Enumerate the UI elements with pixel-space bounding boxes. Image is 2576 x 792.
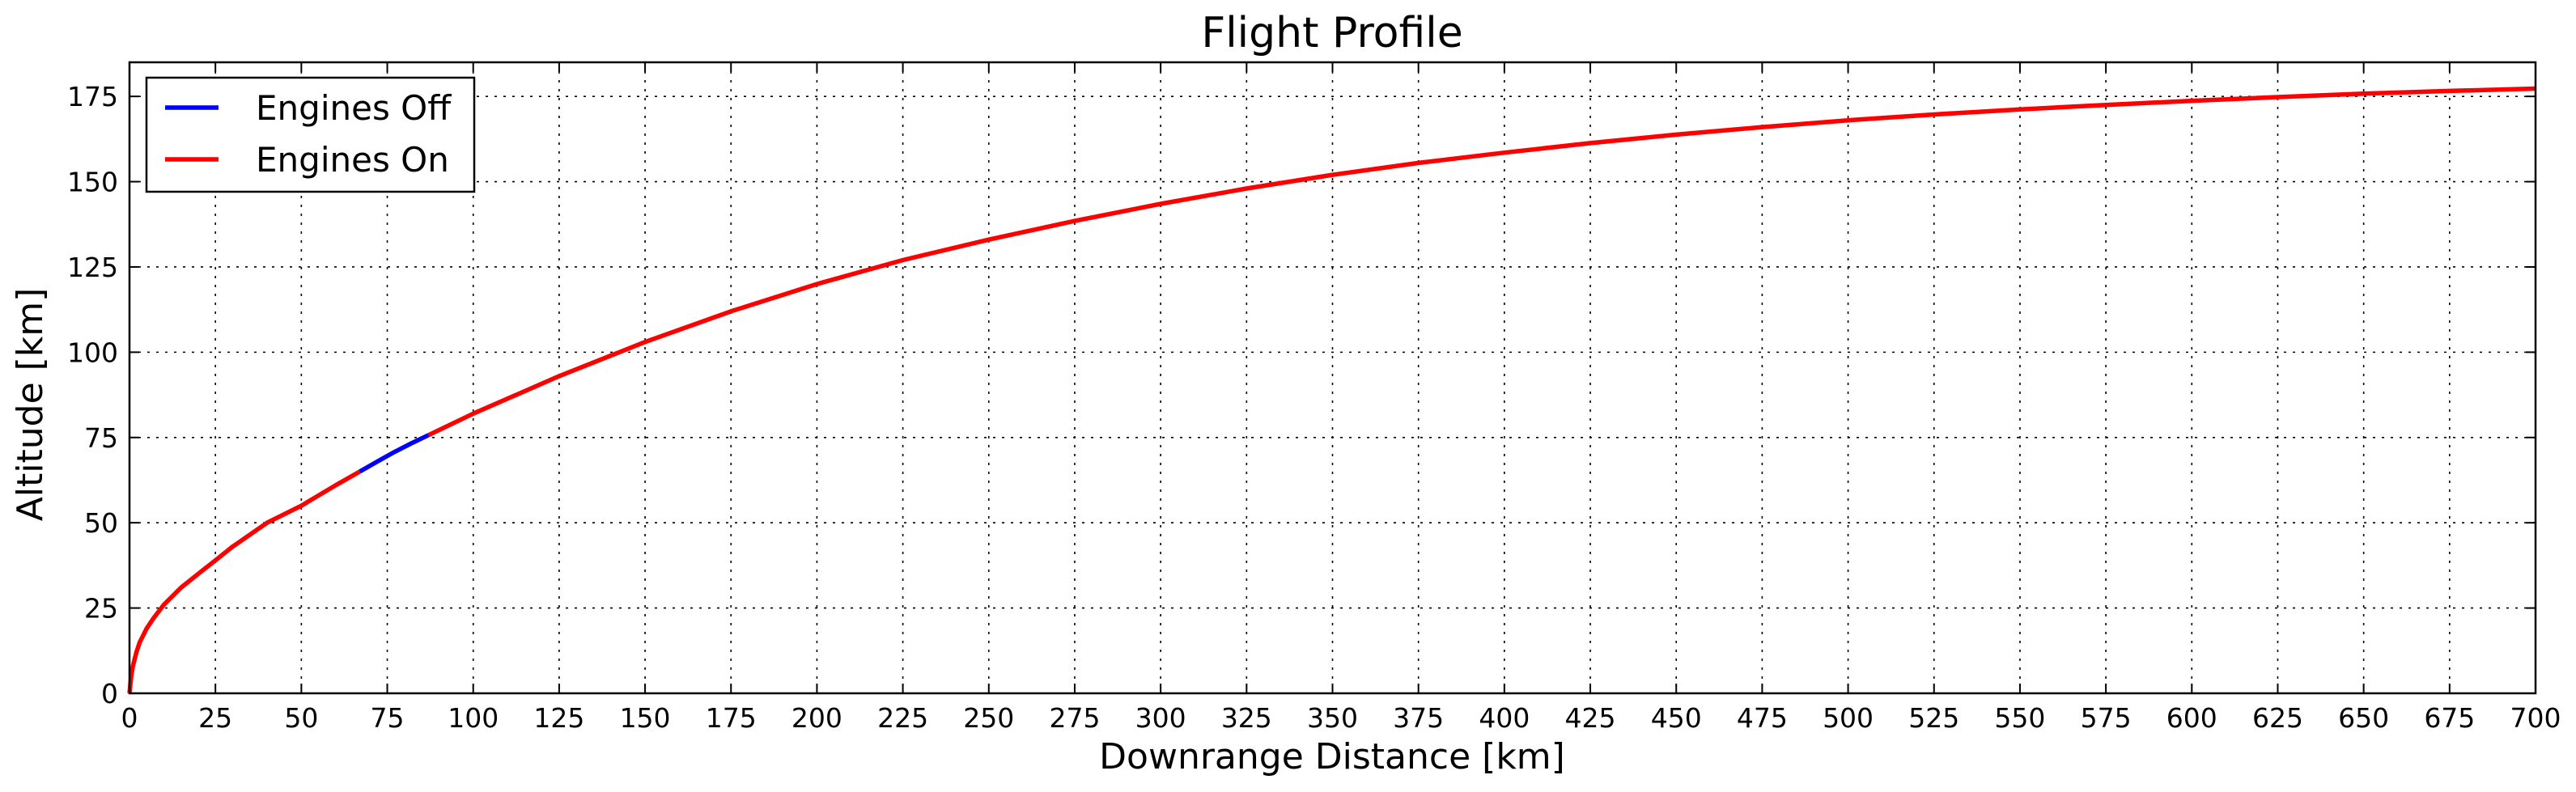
x-tick-label: 150 bbox=[620, 702, 671, 734]
y-tick-label: 75 bbox=[84, 422, 118, 454]
series-line-engines-off bbox=[359, 433, 430, 474]
x-tick-label: 175 bbox=[706, 702, 757, 734]
x-tick-label: 425 bbox=[1565, 702, 1616, 734]
x-tick-label: 0 bbox=[121, 702, 138, 734]
x-axis-tick-labels: 0 25 50 75 100 125 150 175 200 225 250 275 300 325 350… bbox=[121, 702, 2561, 734]
legend: Engines Off Engines On bbox=[145, 76, 476, 193]
x-tick-label: 100 bbox=[448, 702, 499, 734]
x-tick-label: 400 bbox=[1479, 702, 1530, 734]
x-tick-label: 575 bbox=[2081, 702, 2132, 734]
x-tick-label: 50 bbox=[284, 702, 318, 734]
legend-box bbox=[145, 76, 476, 193]
y-tick-label: 150 bbox=[67, 167, 118, 198]
x-tick-label: 375 bbox=[1393, 702, 1444, 734]
x-tick-label: 325 bbox=[1221, 702, 1272, 734]
y-tick-label: 100 bbox=[67, 337, 118, 368]
x-tick-label: 75 bbox=[371, 702, 405, 734]
x-tick-label: 500 bbox=[1823, 702, 1874, 734]
x-tick-label: 275 bbox=[1049, 702, 1100, 734]
series-lines bbox=[127, 86, 2536, 694]
x-tick-label: 350 bbox=[1307, 702, 1358, 734]
x-tick-label: 625 bbox=[2252, 702, 2303, 734]
grid-lines bbox=[129, 62, 2536, 694]
legend-label-engines-off: Engines Off bbox=[256, 88, 452, 128]
axis-ticks bbox=[129, 62, 2536, 694]
x-tick-label: 700 bbox=[2510, 702, 2561, 734]
x-tick-label: 450 bbox=[1651, 702, 1702, 734]
series-line-engines-on bbox=[427, 86, 2536, 438]
x-tick-label: 550 bbox=[1994, 702, 2045, 734]
x-tick-label: 525 bbox=[1908, 702, 1959, 734]
x-tick-label: 675 bbox=[2424, 702, 2475, 734]
x-tick-label: 600 bbox=[2166, 702, 2217, 734]
y-tick-label: 0 bbox=[101, 678, 118, 709]
y-axis-tick-labels: 0 25 50 75 100 125 150 175 bbox=[67, 81, 118, 709]
x-axis-label: Downrange Distance [km] bbox=[1099, 736, 1565, 777]
x-tick-label: 300 bbox=[1135, 702, 1186, 734]
x-tick-label: 475 bbox=[1737, 702, 1788, 734]
y-tick-label: 125 bbox=[67, 252, 118, 283]
y-tick-label: 50 bbox=[84, 507, 118, 539]
y-tick-label: 175 bbox=[67, 81, 118, 112]
series-line-engines-on bbox=[127, 469, 361, 694]
y-axis-label: Altitude [km] bbox=[10, 288, 51, 522]
chart-title: Flight Profile bbox=[1201, 9, 1462, 57]
x-tick-label: 125 bbox=[533, 702, 584, 734]
x-tick-label: 250 bbox=[963, 702, 1014, 734]
x-tick-label: 225 bbox=[877, 702, 928, 734]
legend-label-engines-on: Engines On bbox=[256, 140, 449, 180]
x-tick-label: 25 bbox=[198, 702, 232, 734]
y-tick-label: 25 bbox=[84, 593, 118, 625]
x-tick-label: 200 bbox=[791, 702, 842, 734]
x-tick-label: 650 bbox=[2338, 702, 2389, 734]
